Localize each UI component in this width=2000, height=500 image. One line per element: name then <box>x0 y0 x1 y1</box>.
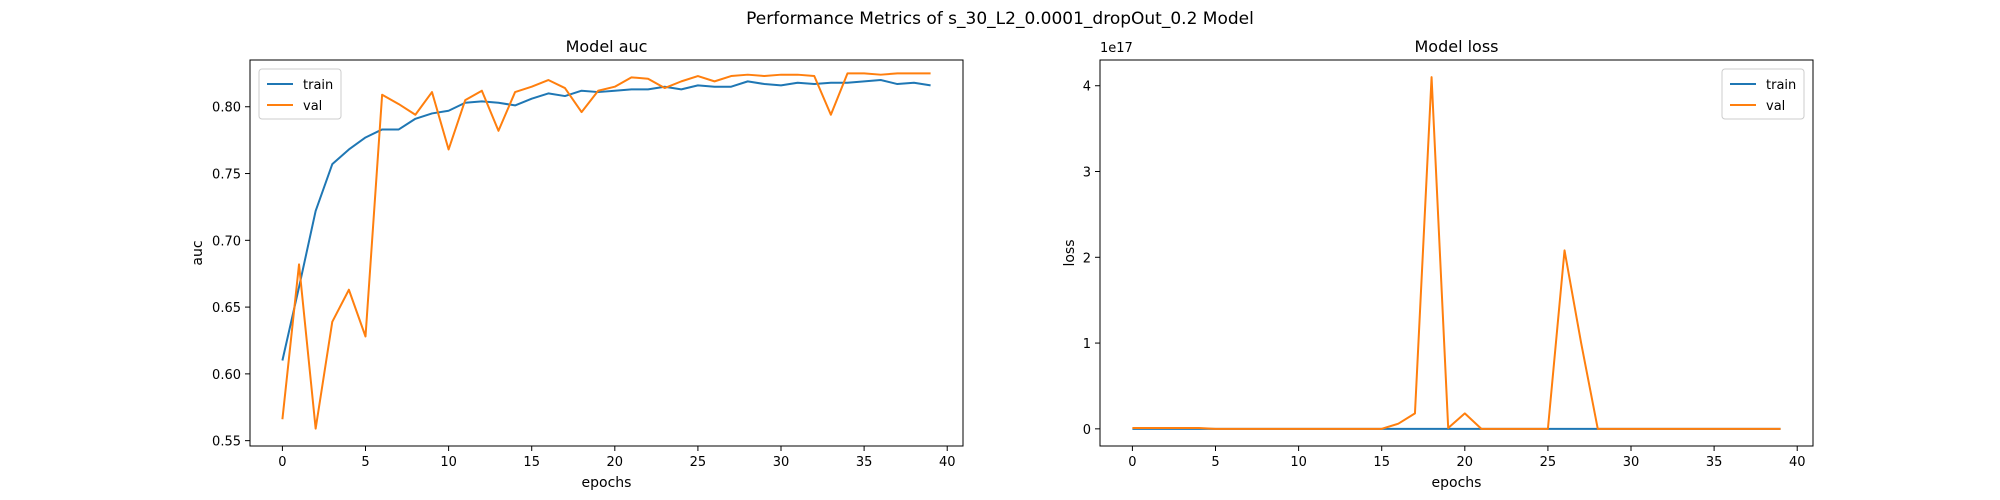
x-tick-label: 0 <box>1128 455 1136 470</box>
x-tick-label: 35 <box>856 455 873 470</box>
series-line-val <box>1132 76 1781 430</box>
legend: train val <box>258 68 342 120</box>
x-tick-label: 0 <box>278 455 286 470</box>
x-tick-label: 15 <box>523 455 540 470</box>
y-tick-label: 0.80 <box>212 101 241 116</box>
x-axis-label: epochs <box>1432 475 1482 491</box>
legend-label-val: val <box>1766 99 1785 114</box>
x-tick-label: 15 <box>1373 455 1390 470</box>
legend-label-val: val <box>303 99 322 114</box>
y-tick-label: 0.75 <box>212 168 241 183</box>
chart-title: Model loss <box>1414 37 1498 56</box>
series-line-val <box>281 72 931 430</box>
axis-offset-label: 1e17 <box>1100 41 1133 56</box>
axes-frame <box>249 59 964 447</box>
y-tick-label: 4 <box>1083 80 1091 95</box>
x-tick-label: 10 <box>1290 455 1307 470</box>
series-line-train <box>281 79 931 361</box>
x-tick-label: 30 <box>773 455 790 470</box>
chart-title: Model auc <box>566 37 648 56</box>
y-tick-label: 2 <box>1083 251 1091 266</box>
legend-label-train: train <box>303 78 333 93</box>
x-tick-label: 20 <box>607 455 624 470</box>
chart-1: Model auc 0 5 10 15 20 25 30 35 40 0.55 0.60 0.65 0.7… <box>190 37 964 491</box>
y-tick-label: 0 <box>1083 423 1091 438</box>
legend-label-train: train <box>1766 78 1796 93</box>
y-tick-label: 0.55 <box>212 435 241 450</box>
legend-box <box>258 68 342 120</box>
y-tick-label: 0.60 <box>212 368 241 383</box>
x-tick-label: 25 <box>1540 455 1557 470</box>
y-axis-label: loss <box>1062 239 1078 266</box>
y-axis-label: auc <box>190 240 206 265</box>
y-tick-label: 1 <box>1083 337 1091 352</box>
y-tick-label: 3 <box>1083 166 1091 181</box>
legend-box <box>1721 68 1805 120</box>
x-tick-label: 5 <box>361 455 369 470</box>
y-tick-label: 0.70 <box>212 234 241 249</box>
x-tick-label: 25 <box>690 455 707 470</box>
x-tick-label: 10 <box>440 455 457 470</box>
x-tick-label: 20 <box>1457 455 1474 470</box>
y-tick-label: 0.65 <box>212 301 241 316</box>
x-tick-label: 40 <box>939 455 956 470</box>
figure-title: Performance Metrics of s_30_L2_0.0001_dr… <box>746 9 1254 29</box>
x-tick-label: 30 <box>1623 455 1640 470</box>
x-axis-label: epochs <box>582 475 632 491</box>
chart-2: Model loss 0 5 10 15 20 25 30 35 40 0 1 2 3 4 epochs los… <box>1062 37 1814 491</box>
x-tick-label: 40 <box>1789 455 1806 470</box>
x-tick-label: 35 <box>1706 455 1723 470</box>
axes-frame <box>1099 59 1814 447</box>
legend: train val <box>1721 68 1805 120</box>
x-tick-label: 5 <box>1211 455 1219 470</box>
